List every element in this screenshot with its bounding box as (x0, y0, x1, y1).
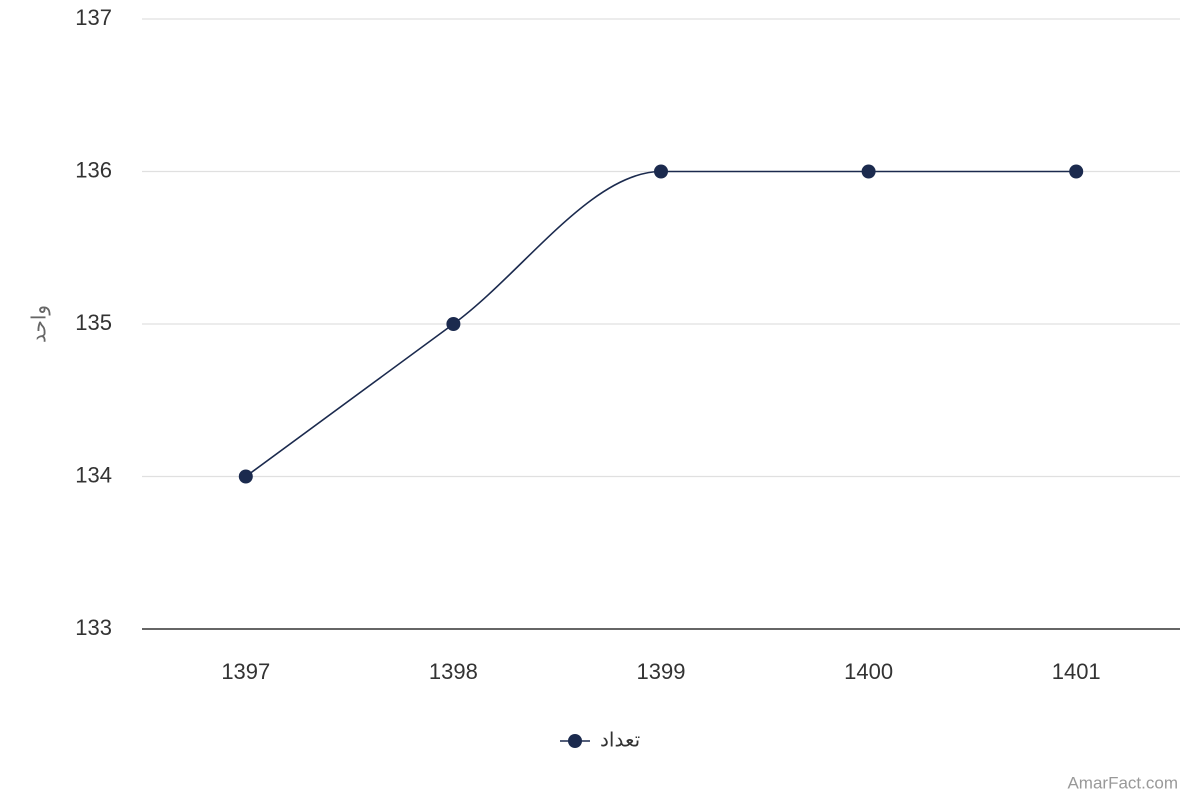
y-tick-label: 133 (75, 615, 112, 640)
y-tick-label: 136 (75, 157, 112, 182)
x-tick-label: 1398 (429, 659, 478, 684)
data-point (861, 164, 876, 179)
series-line (245, 170, 1077, 478)
y-tick-label: 135 (75, 310, 112, 335)
data-point (1069, 164, 1084, 179)
y-tick-label: 137 (75, 5, 112, 30)
y-axis-label: واحد (28, 305, 50, 343)
legend-label[interactable]: تعداد (600, 729, 640, 751)
x-tick-label: 1397 (221, 659, 270, 684)
credit[interactable]: AmarFact.com (1067, 773, 1178, 792)
x-tick-label: 1399 (637, 659, 686, 684)
x-tick-label: 1401 (1052, 659, 1101, 684)
data-point (654, 164, 668, 179)
legend-marker (568, 734, 582, 748)
data-point (238, 469, 253, 484)
x-tick-label: 1400 (844, 659, 893, 684)
data-point (446, 317, 461, 331)
y-tick-label: 134 (75, 462, 112, 487)
